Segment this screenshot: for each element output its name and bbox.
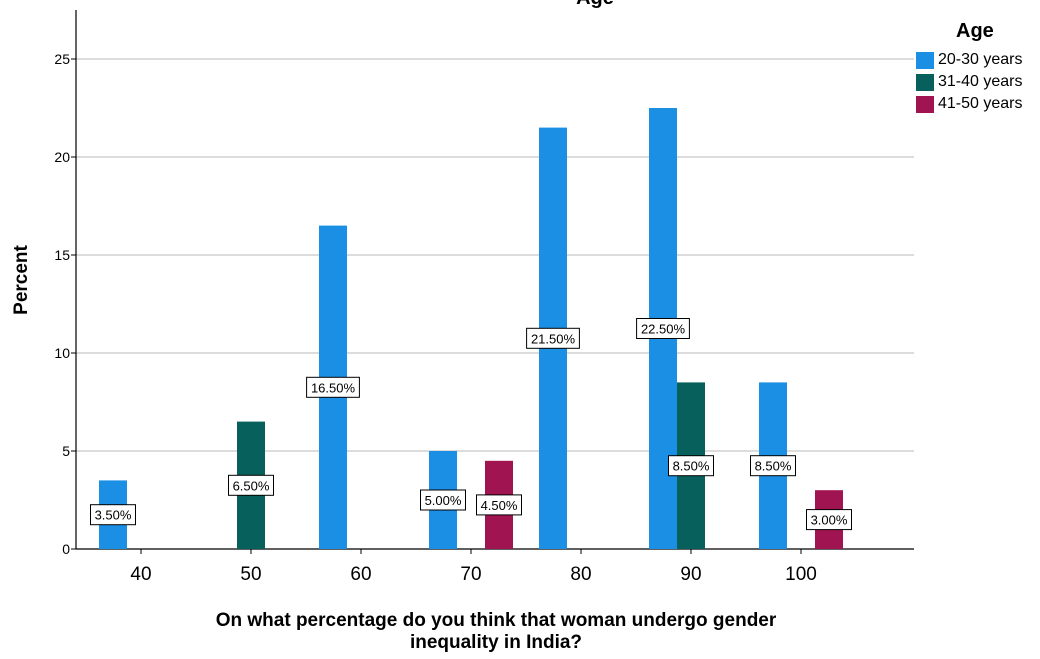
x-tick-label: 70 — [460, 564, 481, 585]
data-label: 3.50% — [95, 508, 132, 523]
x-axis-title-line2: inequality in India? — [410, 632, 582, 653]
x-tick-label: 60 — [350, 564, 371, 585]
data-label-box — [526, 327, 580, 349]
data-label: 5.00% — [425, 493, 462, 508]
legend-swatch — [916, 95, 934, 113]
data-label-box — [306, 376, 360, 398]
y-tick-label: 5 — [62, 443, 70, 459]
legend-swatch — [916, 73, 934, 91]
data-label-box — [228, 474, 274, 496]
data-label-box — [636, 318, 690, 339]
x-tick-label: 90 — [680, 564, 701, 585]
legend-items: 20-30 years 31-40 years 41-50 years — [916, 49, 1040, 115]
data-label: 4.50% — [481, 498, 518, 513]
legend-item: 31-40 years — [916, 71, 1040, 93]
data-label-box — [806, 509, 852, 531]
x-axis-title-line1: On what percentage do you think that wom… — [216, 610, 777, 631]
data-label: 8.50% — [755, 459, 792, 474]
y-axis-title: Percent — [11, 244, 32, 314]
legend-swatch — [916, 51, 934, 69]
data-label-box — [90, 504, 136, 526]
x-tick-label: 40 — [130, 564, 151, 585]
data-label: 8.50% — [673, 459, 710, 474]
x-tick-label: 80 — [570, 564, 591, 585]
y-tick-label: 10 — [54, 345, 70, 361]
data-label-box — [668, 455, 714, 477]
legend-label: 31-40 years — [938, 73, 1023, 90]
data-label: 22.50% — [641, 322, 686, 337]
y-tick-label: 15 — [54, 247, 70, 263]
legend: Age 20-30 years 31-40 years 41-50 years — [916, 20, 1040, 115]
y-tick-label: 25 — [54, 51, 70, 67]
data-label-box — [476, 494, 522, 516]
data-label-box — [420, 489, 466, 511]
data-label: 21.50% — [531, 331, 576, 346]
y-tick-label: 20 — [54, 149, 70, 165]
x-tick-label: 100 — [785, 564, 817, 585]
legend-item: 41-50 years — [916, 93, 1040, 115]
data-label: 16.50% — [311, 380, 356, 395]
data-label: 6.50% — [233, 478, 270, 493]
legend-title: Age — [956, 20, 994, 42]
legend-label: 41-50 years — [938, 95, 1023, 112]
data-label: 3.00% — [811, 513, 848, 528]
y-tick-label: 0 — [62, 541, 70, 557]
legend-label: 20-30 years — [938, 51, 1023, 68]
chart-title: Age — [576, 0, 614, 9]
data-label-box — [750, 455, 796, 477]
legend-item: 20-30 years — [916, 49, 1040, 71]
x-tick-label: 50 — [240, 564, 261, 585]
